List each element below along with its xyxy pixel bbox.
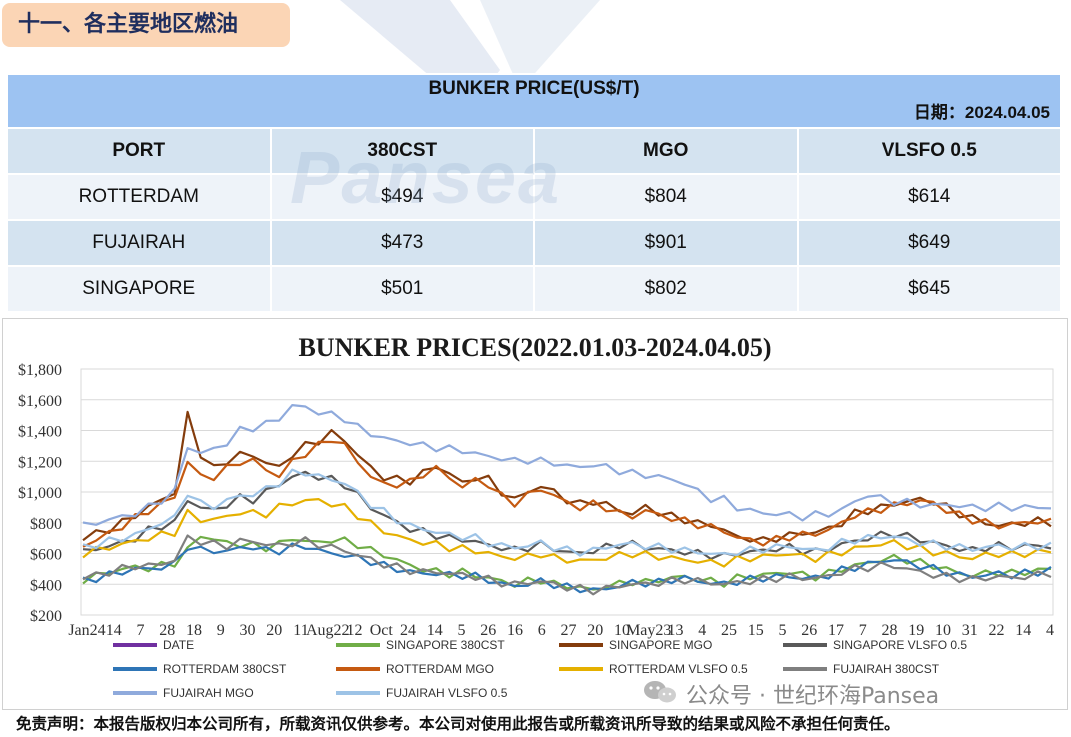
x-tick-label: 28: [159, 622, 175, 639]
x-tick-label: 25: [721, 622, 737, 639]
x-tick-label: 14: [427, 622, 443, 639]
x-tick-label: 17: [828, 622, 844, 639]
section-title: 十一、各主要地区燃油: [2, 3, 290, 47]
x-tick-label: 15: [748, 622, 764, 639]
wechat-credit: 公众号 · 世纪环海Pansea: [686, 684, 940, 709]
column-header-mgo: MGO: [533, 127, 799, 175]
y-tick-label: $600: [30, 547, 62, 564]
x-tick-label: 11: [293, 622, 308, 639]
x-tick-label: 7: [859, 622, 867, 639]
legend-label: FUJAIRAH VLSFO 0.5: [386, 686, 508, 700]
x-tick-label: 26: [801, 622, 817, 639]
price-cell: $802: [533, 265, 799, 313]
x-tick-label: 4: [1046, 622, 1054, 639]
x-tick-label: 20: [266, 622, 282, 639]
x-tick-label: 6: [538, 622, 546, 639]
x-tick-label: 27: [561, 622, 577, 639]
x-tick-label: 5: [458, 622, 466, 639]
series-line: [82, 534, 1052, 596]
port-cell: ROTTERDAM: [6, 173, 272, 221]
x-tick-label: May23: [626, 622, 671, 639]
price-cell: $645: [796, 265, 1062, 313]
x-tick-label: Aug22: [306, 622, 350, 639]
x-tick-label: 10: [935, 622, 951, 639]
series-line: [82, 468, 1052, 557]
y-tick-label: $800: [30, 516, 62, 533]
y-tick-label: $1,200: [18, 454, 62, 471]
series-line: [82, 535, 1052, 591]
price-cell: $501: [269, 265, 535, 313]
legend-label: ROTTERDAM MGO: [386, 662, 494, 676]
price-cell: $649: [796, 219, 1062, 267]
column-header-vlsfo: VLSFO 0.5: [796, 127, 1062, 175]
y-tick-label: $200: [30, 608, 62, 625]
x-tick-label: 28: [882, 622, 898, 639]
table-title: BUNKER PRICE(US$/T): [428, 78, 640, 99]
y-tick-label: $1,000: [18, 485, 62, 502]
legend-label: SINGAPORE 380CST: [386, 638, 505, 652]
series-line: [82, 440, 1052, 548]
x-tick-label: 13: [668, 622, 684, 639]
x-tick-label: Jan24: [68, 622, 105, 639]
series-line: [82, 542, 1052, 594]
table-row: SINGAPORE $501 $802 $645: [6, 265, 1062, 313]
bunker-price-chart: BUNKER PRICES(2022.01.03-2024.04.05) $20…: [2, 318, 1068, 710]
x-tick-label: 19: [908, 622, 924, 639]
x-tick-label: Oct: [370, 622, 394, 639]
price-cell: $614: [796, 173, 1062, 221]
x-tick-label: 14: [106, 622, 122, 639]
x-tick-label: 22: [989, 622, 1005, 639]
table-date: 日期：2024.04.05: [913, 103, 1050, 122]
y-tick-label: $400: [30, 577, 62, 594]
x-tick-label: 24: [400, 622, 416, 639]
x-tick-label: 26: [480, 622, 496, 639]
legend-label: SINGAPORE VLSFO 0.5: [833, 638, 967, 652]
x-tick-label: 9: [217, 622, 225, 639]
x-tick-label: 18: [186, 622, 202, 639]
x-tick-label: 4: [698, 622, 706, 639]
price-cell: $494: [269, 173, 535, 221]
price-cell: $473: [269, 219, 535, 267]
legend-label: DATE: [163, 638, 194, 652]
x-tick-label: 7: [137, 622, 145, 639]
series-line: [82, 470, 1052, 561]
legend-label: FUJAIRAH 380CST: [833, 662, 940, 676]
wechat-icon: [644, 681, 676, 703]
x-tick-label: 14: [1015, 622, 1031, 639]
x-tick-label: 16: [507, 622, 523, 639]
table-row: FUJAIRAH $473 $901 $649: [6, 219, 1062, 267]
disclaimer: 免责声明：本报告版权归本公司所有，所载资讯仅供参考。本公司对使用此报告或所载资讯…: [16, 715, 900, 733]
price-cell: $804: [533, 173, 799, 221]
y-tick-label: $1,400: [18, 424, 62, 441]
table-row: ROTTERDAM $494 $804 $614: [6, 173, 1062, 221]
x-tick-label: 20: [587, 622, 603, 639]
legend-label: ROTTERDAM 380CST: [163, 662, 287, 676]
legend-label: SINGAPORE MGO: [609, 638, 712, 652]
y-tick-label: $1,600: [18, 393, 62, 410]
column-header-380cst: 380CST: [269, 127, 535, 175]
x-tick-label: 30: [240, 622, 256, 639]
legend-label: FUJAIRAH MGO: [163, 686, 254, 700]
series-line: [82, 498, 1052, 568]
port-cell: FUJAIRAH: [6, 219, 272, 267]
column-header-port: PORT: [6, 127, 272, 175]
bunker-price-table: BUNKER PRICE(US$/T) 日期：2024.04.05 PORT 3…: [6, 73, 1062, 313]
column-header-row: PORT 380CST MGO VLSFO 0.5: [6, 127, 1062, 175]
series-line: [82, 403, 1052, 526]
x-tick-label: 31: [962, 622, 978, 639]
port-cell: SINGAPORE: [6, 265, 272, 313]
price-cell: $901: [533, 219, 799, 267]
chart-title: BUNKER PRICES(2022.01.03-2024.04.05): [298, 333, 772, 362]
chart-plot: $200 $400 $600 $800 $1,000 $1,200 $1,400 $1,600…: [18, 362, 1054, 700]
x-tick-label: 10: [614, 622, 630, 639]
table-header: BUNKER PRICE(US$/T) 日期：2024.04.05: [6, 73, 1062, 129]
x-tick-label: 5: [779, 622, 787, 639]
legend-label: ROTTERDAM VLSFO 0.5: [609, 662, 748, 676]
y-tick-label: $1,800: [18, 362, 62, 379]
x-tick-label: 12: [347, 622, 363, 639]
